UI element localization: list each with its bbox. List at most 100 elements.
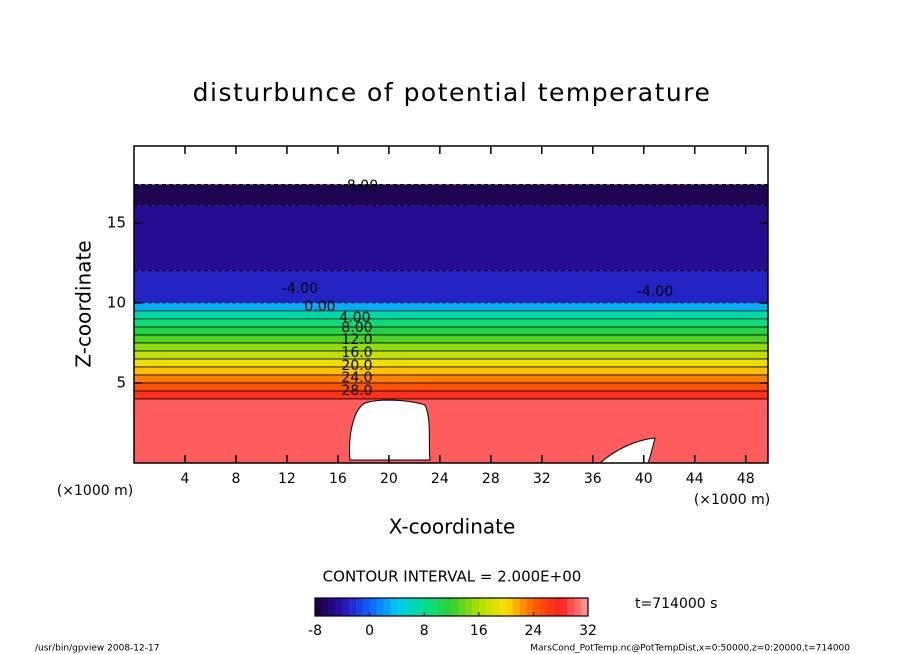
footer-right: MarsCond_PotTemp.nc@PotTempDist,x=0:5000… [530, 644, 850, 654]
colorbar-cell [519, 598, 527, 616]
colorbar-tick-label: -8 [308, 623, 322, 639]
contour-band [134, 326, 768, 335]
contour-label: 0.00 [304, 299, 335, 315]
contour-band [134, 302, 768, 311]
contour-label: 4.00 [339, 310, 370, 326]
contour-label: -8.00 [342, 178, 378, 194]
x-unit-left: (×1000 m) [57, 483, 133, 499]
colorbar-cell [478, 598, 486, 616]
colorbar-cell [424, 598, 432, 616]
colorbar-tick-label: 8 [420, 623, 429, 639]
y-tick-label: 10 [107, 293, 126, 311]
colorbar-cell [533, 598, 541, 616]
contour-band [134, 184, 768, 206]
contour-band [134, 382, 768, 391]
colorbar-cell [355, 598, 364, 616]
colorbar-cell [574, 598, 582, 616]
contour-label: 12.0 [341, 332, 372, 348]
x-tick-label: 36 [584, 471, 602, 487]
colorbar-cell [335, 598, 343, 616]
colorbar-cell [512, 598, 521, 616]
colorbar-cell [506, 598, 514, 616]
x-unit-right: (×1000 m) [694, 492, 770, 508]
x-tick-label: 24 [431, 471, 449, 487]
contour-label: 24.0 [341, 370, 372, 386]
x-tick-label: 28 [482, 471, 500, 487]
contour-label: 8.00 [341, 320, 372, 336]
colorbar-cell [342, 598, 350, 616]
colorbar-cell [321, 598, 329, 616]
colorbar-cell [431, 598, 439, 616]
y-tick-label: 15 [107, 213, 126, 231]
colorbar-cell [560, 598, 568, 616]
contour-label: 16.0 [341, 345, 372, 361]
x-axis-label: X-coordinate [389, 515, 516, 539]
contour-band [134, 390, 768, 399]
contour-label: 20.0 [341, 358, 372, 374]
x-tick-label: 16 [329, 471, 347, 487]
colorbar-cell [315, 598, 323, 616]
x-tick-label: 44 [686, 471, 704, 487]
colorbar-tick-label: 24 [524, 623, 542, 639]
contour-band [134, 334, 768, 343]
colorbar-cell [362, 598, 370, 616]
colorbar-cell [376, 598, 384, 616]
colorbar-cell [369, 598, 377, 616]
contour-band [134, 366, 768, 375]
colorbar-cell [492, 598, 500, 616]
y-tick-label: 5 [116, 373, 126, 391]
x-tick-label: 20 [380, 471, 398, 487]
time-label: t=714000 s [635, 596, 717, 612]
colorbar-cell [328, 598, 336, 616]
chart-title: disturbunce of potential temperature [193, 78, 712, 107]
contour-interval: CONTOUR INTERVAL = 2.000E+00 [323, 568, 582, 586]
colorbar-cell [540, 598, 548, 616]
colorbar-cell [403, 598, 411, 616]
colorbar-cell [458, 598, 466, 616]
contour-band [134, 270, 768, 303]
out-of-range-region [598, 437, 656, 464]
colorbar-cell [349, 598, 357, 616]
colorbar-cell [390, 598, 398, 616]
colorbar-cell [417, 598, 425, 616]
colorbar-cell [410, 598, 418, 616]
colorbar-cell [396, 598, 405, 616]
plot-frame [133, 145, 769, 464]
contour-band [134, 398, 768, 463]
contour-band [134, 205, 768, 271]
contour-band [134, 310, 768, 319]
x-tick-label: 48 [737, 471, 755, 487]
x-tick-label: 8 [231, 471, 240, 487]
colorbar-cell [526, 598, 534, 616]
out-of-range-region [349, 399, 431, 461]
contour-band [134, 350, 768, 359]
footer-left: /usr/bin/gpview 2008-12-17 [35, 644, 159, 654]
x-tick-label: 12 [278, 471, 296, 487]
contour-band [134, 342, 768, 351]
x-tick-label: 40 [635, 471, 653, 487]
colorbar-cell [465, 598, 473, 616]
colorbar-cell [444, 598, 452, 616]
x-tick-label: 4 [181, 471, 190, 487]
colorbar-cell [383, 598, 391, 616]
colorbar-tick-label: 0 [365, 623, 374, 639]
colorbar-cell [547, 598, 555, 616]
colorbar-cell [553, 598, 561, 616]
contour-band [134, 374, 768, 383]
colorbar-tick-label: 16 [470, 623, 488, 639]
y-axis-label: Z-coordinate [72, 240, 96, 367]
colorbar-cell [567, 598, 575, 616]
colorbar-cell [499, 598, 507, 616]
colorbar-cell [581, 598, 589, 616]
x-tick-label: 32 [533, 471, 551, 487]
contour-label: -4.00 [637, 284, 673, 300]
colorbar-frame [314, 597, 589, 617]
contour-label: -4.00 [282, 281, 318, 297]
contour-label: 28.0 [341, 383, 372, 399]
colorbar-cell [485, 598, 493, 616]
colorbar-cell [471, 598, 480, 616]
colorbar-tick-label: 32 [579, 623, 597, 639]
contour-band [134, 318, 768, 327]
colorbar-cell [451, 598, 459, 616]
